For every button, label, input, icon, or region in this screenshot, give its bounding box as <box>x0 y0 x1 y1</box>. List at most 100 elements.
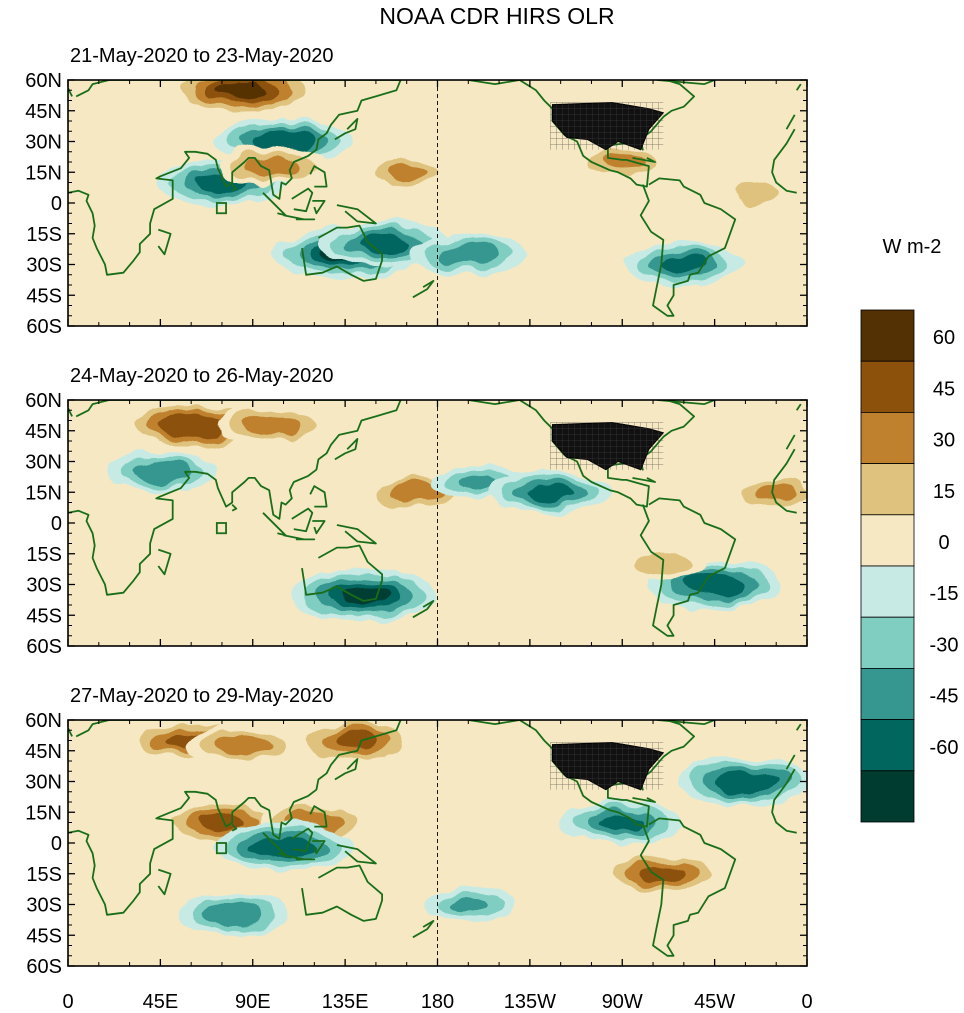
region-box <box>215 842 227 855</box>
x-tick-label: 0 <box>62 991 73 1013</box>
x-tick-label: 0 <box>801 991 812 1013</box>
panel-2-subtitle: 24-May-2020 to 26-May-2020 <box>70 365 333 387</box>
coastline <box>312 520 326 535</box>
anomaly-contour <box>252 836 316 859</box>
coastline <box>283 214 316 221</box>
panel-2-coastlines <box>68 400 802 637</box>
coastline <box>657 720 716 725</box>
coastline <box>795 403 802 411</box>
x-axis-labels: 0 45E 90E 135E 180 135W 90W 45W 0 <box>62 991 812 1013</box>
coastline <box>771 768 797 834</box>
coastline <box>795 83 802 91</box>
coastline <box>466 80 695 188</box>
coastline <box>639 177 737 317</box>
anomaly-contour <box>243 413 304 436</box>
y-tick-label: 60N <box>25 710 62 732</box>
anomaly-contour <box>159 413 223 436</box>
coastline <box>291 827 314 853</box>
anomaly-contour <box>359 234 413 254</box>
y-tick-label: 15S <box>26 864 62 886</box>
coastline <box>785 434 796 450</box>
coastline <box>785 114 796 130</box>
coastline <box>291 507 314 533</box>
coastline <box>301 544 384 602</box>
coastline <box>334 437 359 461</box>
coastline <box>231 503 238 512</box>
coastline <box>231 823 238 832</box>
y-tick-label: 30S <box>26 255 62 277</box>
x-tick-label: 45E <box>143 991 179 1013</box>
anomaly-contour <box>243 155 304 177</box>
coastline <box>336 524 377 545</box>
panel-3: 27-May-2020 to 29-May-2020 60N 45N 30N 15N 0… <box>25 685 808 978</box>
y-tick-label: 30N <box>25 452 62 474</box>
y-tick-label: 15N <box>25 162 62 184</box>
coastline <box>412 279 435 299</box>
coastline <box>336 844 377 865</box>
anomaly-blobs <box>104 400 807 621</box>
coastline <box>334 758 359 781</box>
panel-1-axes: 60N 45N 30N 15N 0 15S 30S 45S 60S <box>25 70 808 338</box>
us-state-borders <box>550 102 665 151</box>
coastline <box>334 118 359 141</box>
coastline <box>301 224 384 282</box>
x-tick-label: 45W <box>694 991 735 1013</box>
colorbar-bin <box>860 514 915 567</box>
anomaly-contour <box>731 183 780 203</box>
coastline <box>157 548 172 576</box>
panel-1-field <box>68 80 807 326</box>
x-tick-label: 180 <box>421 991 454 1013</box>
colorbar-bin <box>860 616 915 669</box>
colorbar-tick-label: -30 <box>930 634 959 656</box>
colorbar-tick-label: 45 <box>933 378 955 400</box>
y-tick-label: 60N <box>25 390 62 412</box>
colorbar-tick-label: -15 <box>930 583 959 605</box>
colorbar-bin <box>860 463 915 516</box>
anomaly-contour <box>218 81 267 99</box>
y-tick-label: 45S <box>26 605 62 627</box>
panel-3-axes: 60N 45N 30N 15N 0 15S 30S 45S 60S <box>25 710 808 978</box>
panel-3-coastlines <box>68 720 802 957</box>
anomaly-contour <box>458 474 499 490</box>
colorbar: 60 45 30 15 0 -15 -30 -45 -60 <box>860 309 959 823</box>
y-tick-label: 45N <box>25 741 62 763</box>
colorbar-tick-label: -60 <box>930 737 959 759</box>
y-tick-label: 45N <box>25 101 62 123</box>
anomaly-contour <box>212 733 273 756</box>
anomaly-contour <box>333 732 378 749</box>
y-tick-label: 45N <box>25 421 62 443</box>
coastline <box>639 817 737 957</box>
anomaly-contour <box>202 903 263 926</box>
coastline <box>157 868 172 896</box>
coastline <box>632 797 656 803</box>
coastline <box>632 157 656 163</box>
colorbar-tick-label: 60 <box>933 327 955 349</box>
colorbar-tick-label: 30 <box>933 430 955 452</box>
region-box <box>215 202 227 215</box>
panel-1-subtitle: 21-May-2020 to 23-May-2020 <box>70 45 333 67</box>
coastline <box>291 187 314 213</box>
anomaly-contour <box>438 243 499 266</box>
panel-2-axes: 60N 45N 30N 15N 0 15S 30S 45S 60S <box>25 390 808 658</box>
region-box <box>215 522 227 535</box>
anomaly-contour <box>130 460 191 483</box>
y-tick-label: 0 <box>51 833 62 855</box>
anomaly-contour <box>386 481 447 504</box>
y-tick-label: 60S <box>26 316 62 338</box>
coastline <box>639 497 737 637</box>
coastline <box>412 920 435 939</box>
anomaly-contour <box>713 770 777 793</box>
colorbar-tick-label: -45 <box>930 686 959 708</box>
y-tick-label: 45S <box>26 285 62 307</box>
coastline <box>309 805 328 828</box>
panel-3-subtitle: 27-May-2020 to 29-May-2020 <box>70 685 333 707</box>
coastline <box>657 80 716 85</box>
anomaly-contour <box>661 256 706 273</box>
panel-1: 21-May-2020 to 23-May-2020 60N 45N 30N 15N 0… <box>25 45 808 338</box>
panel-2: 24-May-2020 to 26-May-2020 60N 45N 30N 15N 0… <box>25 365 808 658</box>
anomaly-contour <box>386 164 428 180</box>
y-tick-label: 0 <box>51 513 62 535</box>
y-tick-label: 60S <box>26 636 62 658</box>
y-tick-label: 60N <box>25 70 62 92</box>
